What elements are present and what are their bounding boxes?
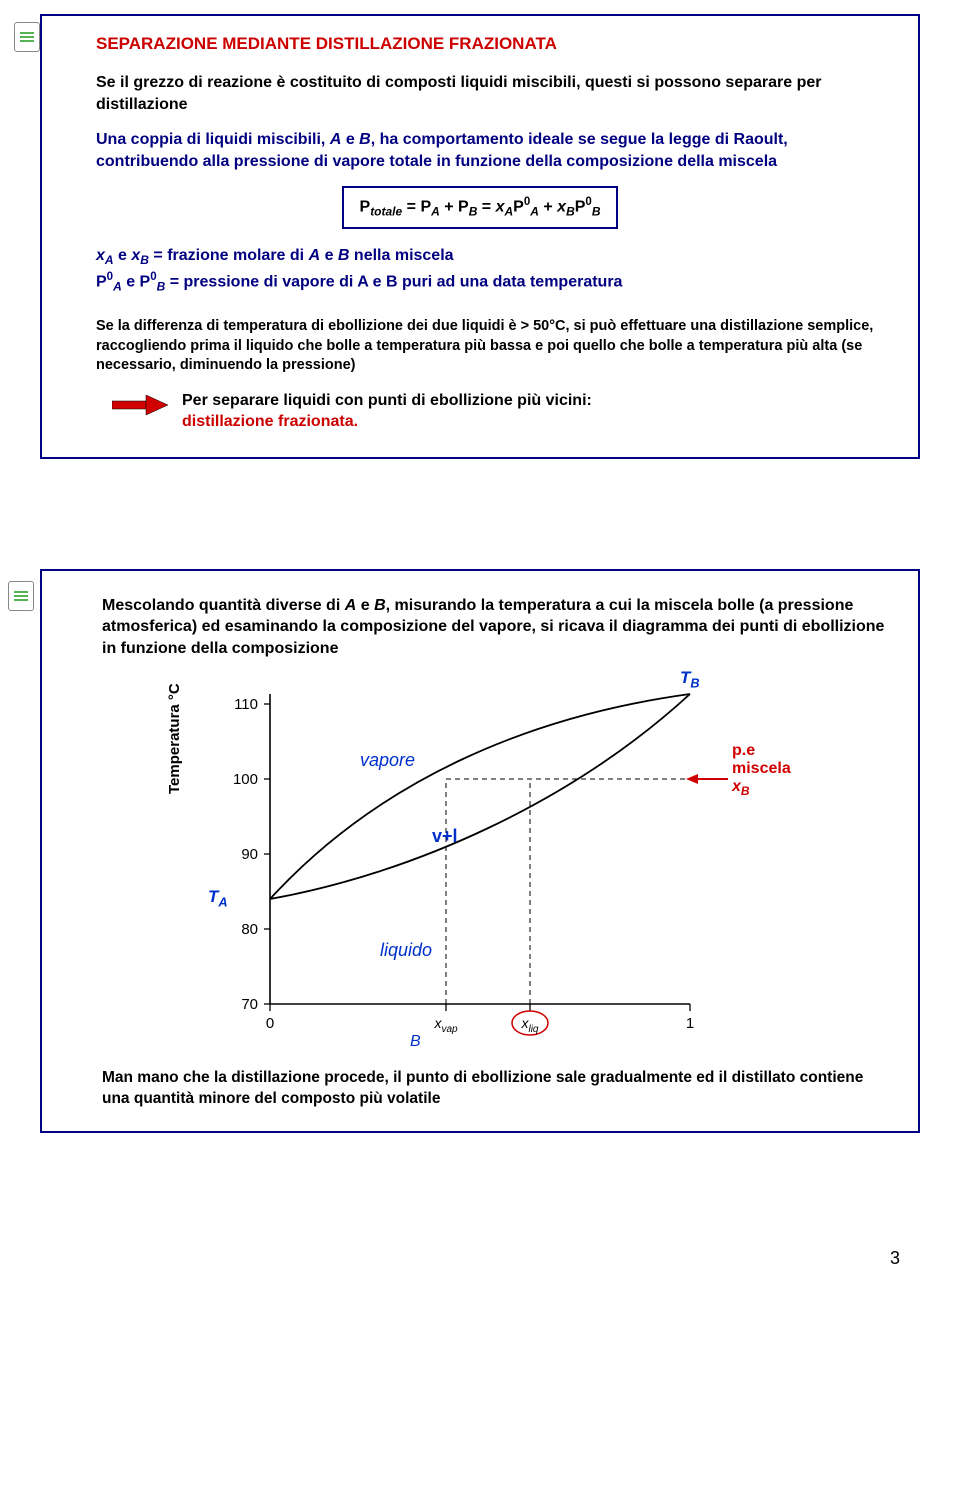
T-B-label: TB <box>680 668 700 690</box>
slide1-def1: xA e xB = frazione molare di A e B nella… <box>96 245 890 268</box>
phase-diagram: Temperatura °C TA TB p.e miscela xB <box>170 674 810 1054</box>
note-line2: distillazione frazionata. <box>182 413 358 430</box>
slide1-note: Per separare liquidi con punti di ebolli… <box>112 390 890 433</box>
svg-text:0: 0 <box>266 1015 274 1032</box>
slide1-title: SEPARAZIONE MEDIANTE DISTILLAZIONE FRAZI… <box>96 34 890 54</box>
svg-text:xvap: xvap <box>433 1015 458 1035</box>
slide-1: SEPARAZIONE MEDIANTE DISTILLAZIONE FRAZI… <box>40 14 920 459</box>
slide-icon <box>8 581 34 611</box>
red-arrow-icon <box>112 394 168 416</box>
slide-icon <box>14 22 40 52</box>
svg-text:100: 100 <box>233 771 258 788</box>
svg-text:80: 80 <box>241 921 258 938</box>
pe-miscela-label: p.e miscela xB <box>732 742 810 798</box>
svg-text:vapore: vapore <box>360 750 415 770</box>
slide1-p1: Se il grezzo di reazione è costituito di… <box>96 72 890 115</box>
svg-text:110: 110 <box>234 696 258 713</box>
note-line1: Per separare liquidi con punti di ebolli… <box>182 392 592 409</box>
svg-text:v+l: v+l <box>432 826 458 846</box>
chart-svg: 70 80 90 100 110 0 1 <box>170 674 810 1054</box>
slide2-p1: Mescolando quantità diverse di A e B, mi… <box>102 595 888 660</box>
svg-text:B: B <box>410 1033 421 1050</box>
raoult-formula: Ptotale = PA + PB = xAP0A + xBP0B <box>342 186 619 229</box>
svg-text:1: 1 <box>686 1015 694 1032</box>
svg-text:90: 90 <box>241 846 258 863</box>
y-axis-label: Temperatura °C <box>166 683 183 794</box>
svg-text:70: 70 <box>241 996 258 1013</box>
slide1-p3: Se la differenza di temperatura di eboll… <box>96 317 890 376</box>
svg-text:liquido: liquido <box>380 940 432 960</box>
slide2-caption: Man mano che la distillazione procede, i… <box>102 1068 888 1110</box>
slide1-p2: Una coppia di liquidi miscibili, A e B, … <box>96 129 890 172</box>
slide-2: Mescolando quantità diverse di A e B, mi… <box>40 569 920 1134</box>
svg-text:xliq: xliq <box>520 1015 538 1035</box>
slide1-def2: P0A e P0B = pressione di vapore di A e B… <box>96 270 890 295</box>
page-number: 3 <box>890 1248 900 1269</box>
T-A-label: TA <box>208 887 228 909</box>
